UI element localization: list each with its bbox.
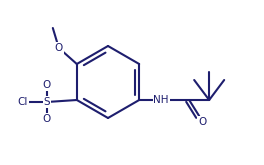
Text: O: O [55, 43, 63, 53]
Text: NH: NH [153, 95, 169, 105]
Text: Cl: Cl [18, 97, 28, 107]
Text: S: S [44, 97, 50, 107]
Text: O: O [43, 114, 51, 124]
Text: O: O [198, 117, 206, 127]
Text: O: O [43, 80, 51, 90]
